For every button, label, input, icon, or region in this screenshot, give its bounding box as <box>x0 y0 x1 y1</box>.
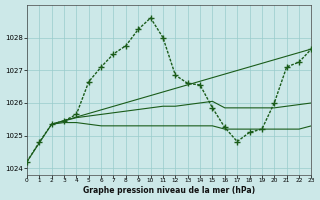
X-axis label: Graphe pression niveau de la mer (hPa): Graphe pression niveau de la mer (hPa) <box>83 186 255 195</box>
